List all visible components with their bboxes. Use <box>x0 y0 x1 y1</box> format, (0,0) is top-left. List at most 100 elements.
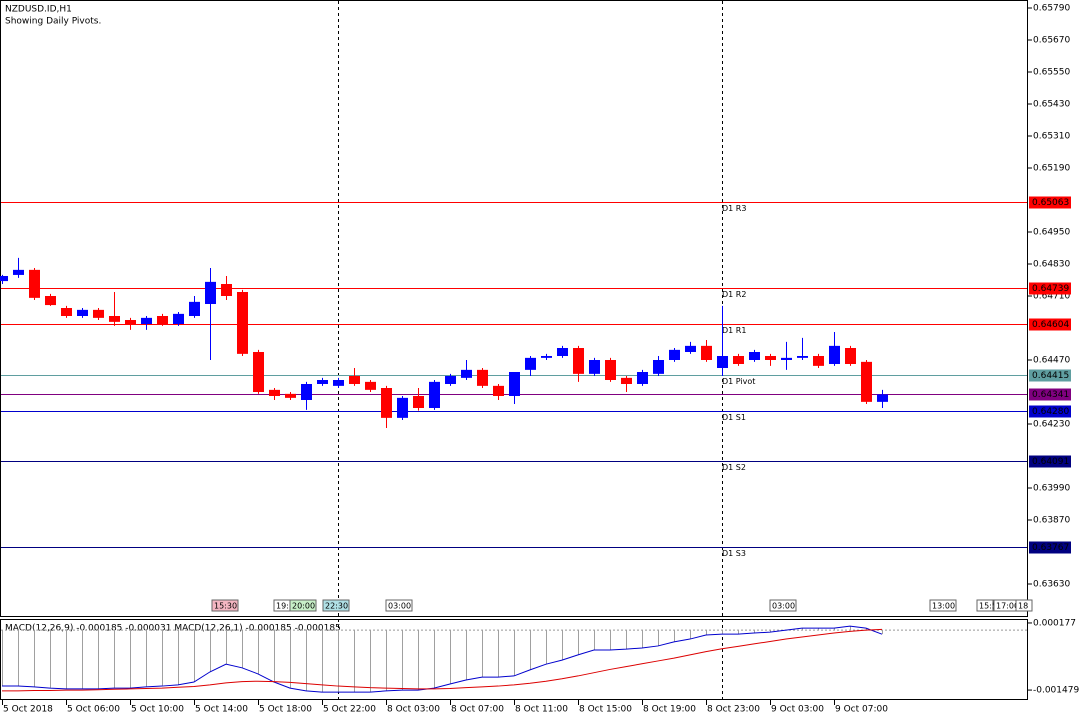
y-tick-label: 0.64230 <box>1033 420 1070 430</box>
pivot-name: D1 R3 <box>722 204 746 213</box>
event-label: 15:30 <box>214 602 237 611</box>
price-box <box>1029 455 1071 468</box>
candle-body <box>221 284 232 296</box>
candle-body <box>845 348 856 364</box>
price-box-label: 0.64415 <box>1032 371 1069 381</box>
pivot-name: D1 R2 <box>722 290 746 299</box>
y-tick-label: 0.65430 <box>1033 100 1070 110</box>
candle-body <box>253 352 264 392</box>
pivot-name: D1 R1 <box>722 326 746 335</box>
y-tick-label: 0.65310 <box>1033 132 1070 142</box>
candle-body <box>669 349 680 360</box>
candle-body <box>765 356 776 360</box>
macd-line <box>2 628 883 692</box>
x-tick-label: 8 Oct 19:00 <box>643 705 696 715</box>
main-frame <box>0 0 1028 617</box>
event-label: 19: <box>276 602 289 611</box>
price-box-label: 0.64341 <box>1032 390 1069 400</box>
candle-body <box>877 394 888 402</box>
x-tick-label: 5 Oct 14:00 <box>195 705 248 715</box>
event-marker <box>289 599 317 612</box>
event-marker <box>385 599 413 612</box>
y-tick-label: 0.65670 <box>1033 36 1070 46</box>
x-tick-label: 8 Oct 23:00 <box>707 705 760 715</box>
candle-body <box>621 377 632 384</box>
x-tick-label: 8 Oct 11:00 <box>515 705 568 715</box>
event-marker <box>769 599 797 612</box>
candle-body <box>285 393 296 398</box>
x-tick-label: 5 Oct 10:00 <box>131 705 184 715</box>
event-marker <box>1015 599 1033 612</box>
candle-body <box>701 345 712 360</box>
candle-body <box>509 372 520 396</box>
candle-body <box>637 372 648 384</box>
x-tick-label: 5 Oct 18:00 <box>259 705 312 715</box>
candle-body <box>429 381 440 408</box>
candle-body <box>301 384 312 400</box>
candle-body <box>141 317 152 324</box>
event-label: 03:00 <box>388 602 411 611</box>
candle-body <box>29 269 40 298</box>
candle-body <box>125 320 136 324</box>
event-label: 03:00 <box>772 602 795 611</box>
chart-subtitle: Showing Daily Pivots. <box>5 17 101 27</box>
y-tick-label: 0.65190 <box>1033 164 1070 174</box>
event-label: 17:00 <box>996 602 1019 611</box>
price-box <box>1029 282 1071 295</box>
candle-body <box>477 369 488 386</box>
candle-body <box>317 380 328 384</box>
candle-body <box>413 396 424 408</box>
price-box-label: 0.64739 <box>1032 284 1069 294</box>
x-tick-label: 5 Oct 22:00 <box>323 705 376 715</box>
candle-body <box>365 381 376 390</box>
price-box <box>1029 388 1071 401</box>
y-tick-label: 0.65550 <box>1033 68 1070 78</box>
candle-body <box>77 309 88 316</box>
candle-body <box>781 357 792 360</box>
candle-body <box>189 301 200 316</box>
y-tick-label: 0.63630 <box>1033 580 1070 590</box>
candle-body <box>445 376 456 384</box>
candle-body <box>541 356 552 358</box>
candle-body <box>461 369 472 378</box>
macd-title: MACD(12,26,9) -0.000185 -0.000031 MACD(1… <box>5 624 341 634</box>
candle-body <box>0 276 8 282</box>
candle-body <box>797 356 808 358</box>
candle-body <box>173 313 184 324</box>
candle-body <box>525 357 536 370</box>
macd-line <box>2 625 883 693</box>
candle-body <box>749 352 760 360</box>
y-tick-label: 0.63870 <box>1033 516 1070 526</box>
price-box-label: 0.63767 <box>1032 543 1069 553</box>
pivot-name: D1 S1 <box>722 413 746 422</box>
candle-body <box>205 281 216 304</box>
candle-body <box>861 361 872 402</box>
y-tick-label: 0.64950 <box>1033 228 1070 238</box>
candle-body <box>653 360 664 374</box>
event-label: 18 <box>1018 602 1028 611</box>
y-tick-label: 0.64470 <box>1033 356 1070 366</box>
candle-body <box>493 385 504 396</box>
price-box <box>1029 541 1071 554</box>
event-label: 15:5 <box>979 602 997 611</box>
pivot-name: D1 S3 <box>722 549 746 558</box>
candle-body <box>685 345 696 352</box>
price-box-label: 0.65063 <box>1032 198 1069 208</box>
event-marker <box>211 599 239 612</box>
candle-body <box>573 348 584 374</box>
y-tick-label: 0.000177 <box>1033 618 1076 628</box>
event-label: 22:30 <box>325 602 348 611</box>
price-box <box>1029 405 1071 418</box>
candle-body <box>397 397 408 418</box>
event-label: 20:00 <box>292 602 315 611</box>
candle-body <box>61 308 72 316</box>
event-marker <box>929 599 957 612</box>
candle-body <box>605 360 616 380</box>
candle-body <box>829 345 840 364</box>
candle-body <box>13 269 24 275</box>
candle-body <box>717 356 728 368</box>
event-label: 13:00 <box>932 602 955 611</box>
candle-body <box>109 316 120 322</box>
price-box-label: 0.64280 <box>1032 407 1069 417</box>
